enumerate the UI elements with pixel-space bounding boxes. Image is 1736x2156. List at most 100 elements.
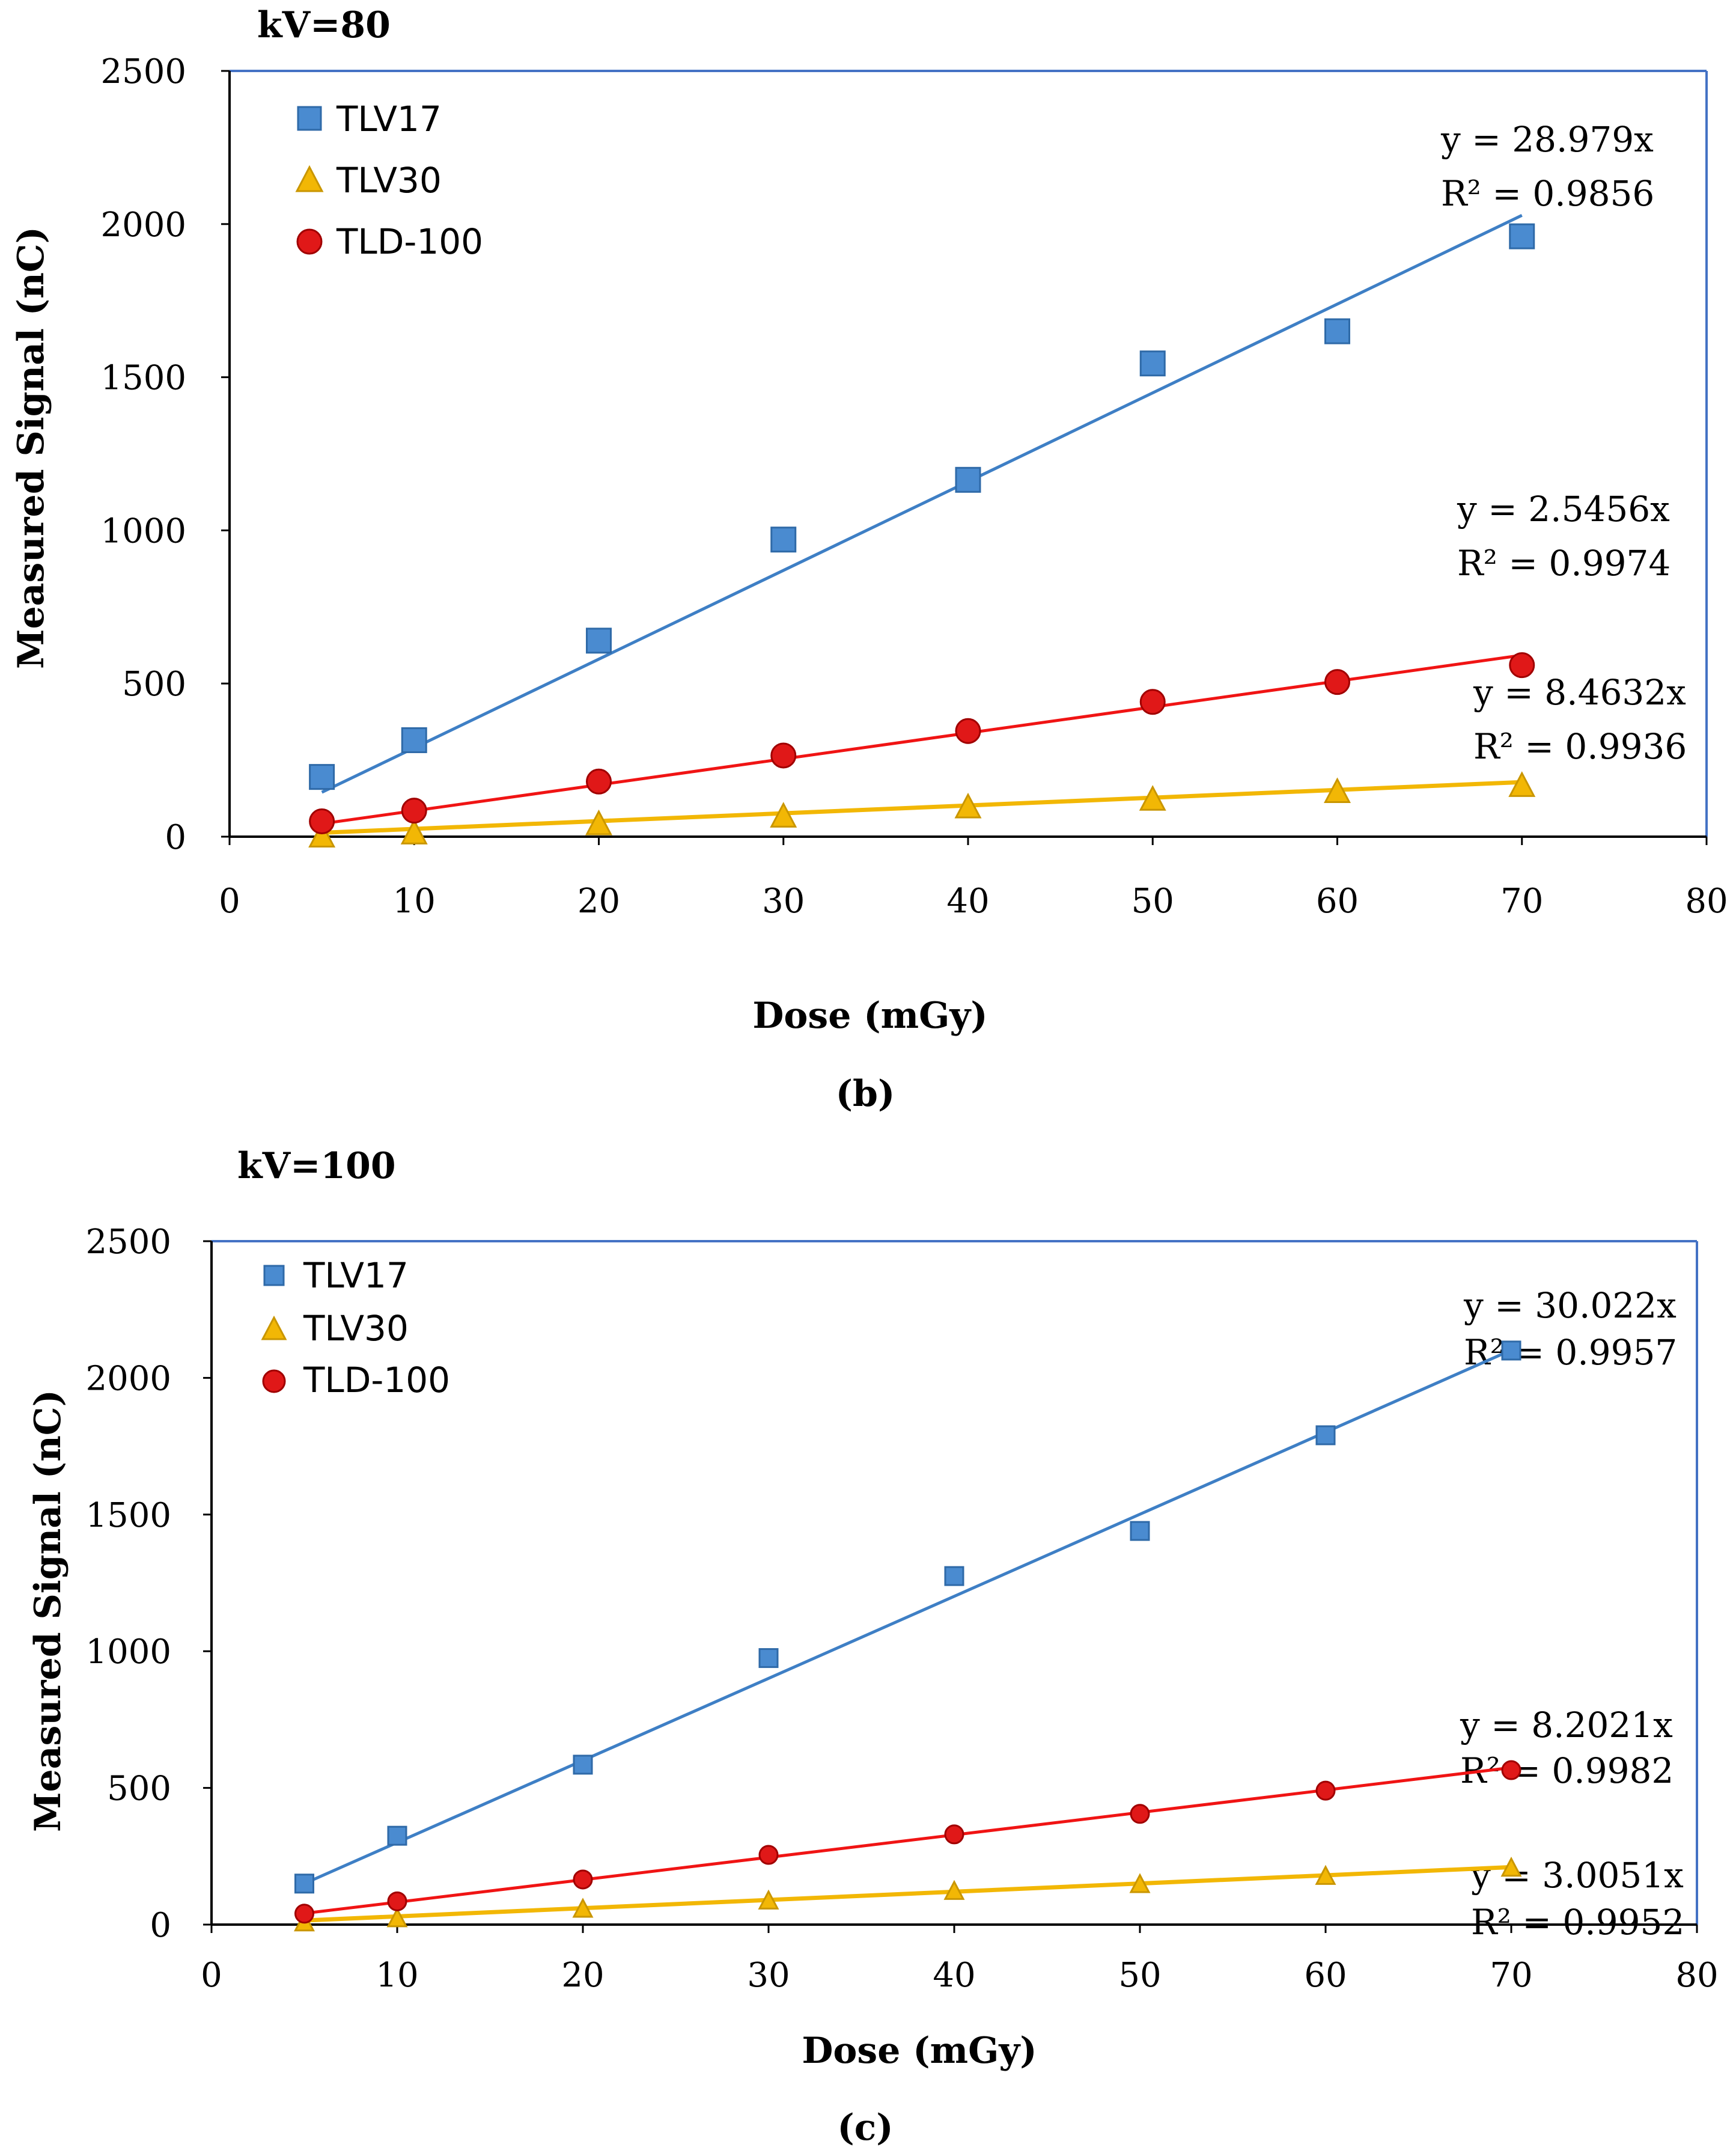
panel-caption: (b)	[836, 1073, 895, 1115]
data-point-tlv17	[770, 527, 797, 553]
y-tick-label: 2000	[85, 1359, 171, 1398]
data-point-tld-100	[758, 1845, 779, 1865]
trend-r2-tlv30: R² = 0.9974	[1457, 543, 1671, 584]
data-point-tlv17	[758, 1648, 779, 1669]
trend-equation-tld100: y = 8.2021x	[1460, 1705, 1673, 1745]
data-point-tlv30	[400, 819, 428, 844]
data-point-tld-100	[309, 808, 335, 835]
x-tick-label: 80	[1675, 1956, 1718, 1995]
legend-marker-tlv17	[297, 106, 322, 131]
y-tick-label: 2500	[100, 52, 186, 91]
data-point-tlv30	[770, 802, 797, 828]
data-point-tlv30	[585, 809, 612, 835]
data-point-tlv17	[955, 466, 981, 493]
x-tick-label: 10	[376, 1956, 418, 1995]
y-axis-label: Measured Signal (nC)	[10, 227, 52, 669]
y-tick-label: 1500	[100, 359, 186, 398]
y-tick-label: 2500	[85, 1223, 171, 1262]
x-tick-label: 50	[1131, 882, 1174, 921]
data-point-tlv17	[1324, 318, 1350, 344]
legend-label-tlv30: TLV30	[303, 1308, 409, 1349]
data-point-tld-100	[1130, 1804, 1150, 1824]
trendline-tlv17	[321, 214, 1523, 794]
trend-r2-tlv30: R² = 0.9952	[1471, 1902, 1684, 1943]
panel-caption: (c)	[837, 2107, 893, 2149]
trend-equation-tlv17: y = 30.022x	[1463, 1285, 1677, 1326]
legend-label-tlv17: TLV17	[303, 1255, 409, 1296]
y-tick-label: 0	[150, 1906, 171, 1945]
data-point-tlv30	[386, 1907, 408, 1928]
x-tick-label: 10	[393, 882, 436, 921]
data-point-tld-100	[294, 1904, 314, 1924]
data-point-tlv30	[308, 822, 336, 847]
data-point-tld-100	[586, 768, 612, 795]
trendline-tlv30	[321, 780, 1522, 835]
chart-title: kV=100	[237, 1145, 396, 1187]
data-point-tlv30	[943, 1880, 965, 1900]
trendline-labels: y = 30.022x R² = 0.9957 y = 3.0051x R² =…	[1460, 1285, 1684, 1943]
data-point-tld-100	[1324, 669, 1350, 695]
x-tick-label: 0	[201, 1956, 222, 1995]
data-point-tlv30	[1315, 1864, 1336, 1885]
x-tick-label: 60	[1316, 882, 1359, 921]
y-tick-label: 1000	[100, 512, 186, 551]
y-tick-label: 500	[107, 1770, 171, 1809]
chart-title: kV=80	[257, 4, 391, 46]
data-point-tld-100	[770, 742, 797, 769]
trend-r2-tld100: R² = 0.9936	[1473, 726, 1687, 767]
data-point-tlv30	[1500, 1857, 1522, 1877]
y-axis-label: Measured Signal (nC)	[27, 1390, 69, 1832]
data-point-tlv17	[1130, 1521, 1150, 1541]
y-tick-label: 0	[165, 818, 186, 857]
x-tick-label: 30	[762, 882, 805, 921]
data-point-tlv17	[944, 1566, 964, 1586]
legend-label-tlv30: TLV30	[336, 160, 442, 201]
x-tick-label: 80	[1685, 882, 1728, 921]
chart-kv80: kV=80 Measured Signal (nC) Dose (mGy) (b…	[10, 4, 1728, 1115]
data-point-tld-100	[387, 1891, 407, 1911]
trendline-tld-100	[321, 653, 1523, 825]
data-point-tlv17	[1315, 1425, 1336, 1446]
x-tick-label: 70	[1500, 882, 1543, 921]
x-tick-label: 50	[1118, 1956, 1161, 1995]
trendline-tld-100	[304, 1766, 1512, 1915]
data-point-tld-100	[955, 718, 981, 744]
x-tick-label: 0	[219, 882, 240, 921]
data-point-tlv30	[1324, 777, 1351, 804]
data-point-tlv17	[1139, 350, 1166, 377]
data-point-tlv17	[387, 1825, 407, 1846]
legend: TLV17 TLV30 TLD-100	[295, 99, 483, 262]
x-tick-label: 60	[1304, 1956, 1347, 1995]
data-point-tlv30	[1139, 785, 1166, 811]
data-point-tlv17	[294, 1874, 314, 1894]
legend-label-tlv17: TLV17	[336, 99, 442, 139]
data-point-tld-100	[1509, 652, 1535, 679]
legend-marker-tlv30	[261, 1315, 287, 1340]
y-tick-label: 2000	[100, 206, 186, 245]
data-point-tlv17	[573, 1754, 593, 1775]
data-point-tlv30	[758, 1889, 779, 1910]
y-tick-label: 500	[122, 665, 186, 704]
x-tick-label: 20	[577, 882, 620, 921]
x-tick-label: 30	[747, 1956, 790, 1995]
trendline-tlv17	[303, 1348, 1512, 1886]
data-point-tlv30	[954, 792, 982, 819]
trend-r2-tlv17: R² = 0.9957	[1464, 1332, 1677, 1373]
trend-equation-tlv30: y = 2.5456x	[1457, 489, 1670, 530]
legend-marker-tld100	[296, 228, 323, 255]
data-point-tld-100	[1139, 689, 1166, 715]
data-point-tlv30	[1129, 1873, 1151, 1893]
chart-kv100: kV=100 Measured Signal (nC) Dose (mGy) (…	[27, 1145, 1719, 2149]
trend-r2-tlv17: R² = 0.9856	[1441, 173, 1654, 214]
data-point-tld-100	[1501, 1760, 1521, 1780]
data-point-tld-100	[1315, 1780, 1336, 1801]
x-axis-label: Dose (mGy)	[752, 995, 987, 1037]
data-point-tlv17	[586, 628, 612, 654]
legend: TLV17 TLV30 TLD-100	[261, 1255, 450, 1400]
trend-equation-tlv17: y = 28.979x	[1440, 119, 1654, 160]
data-point-tld-100	[573, 1869, 593, 1890]
x-tick-label: 40	[946, 882, 989, 921]
legend-marker-tld100	[262, 1369, 286, 1393]
data-point-tlv17	[1509, 223, 1535, 249]
